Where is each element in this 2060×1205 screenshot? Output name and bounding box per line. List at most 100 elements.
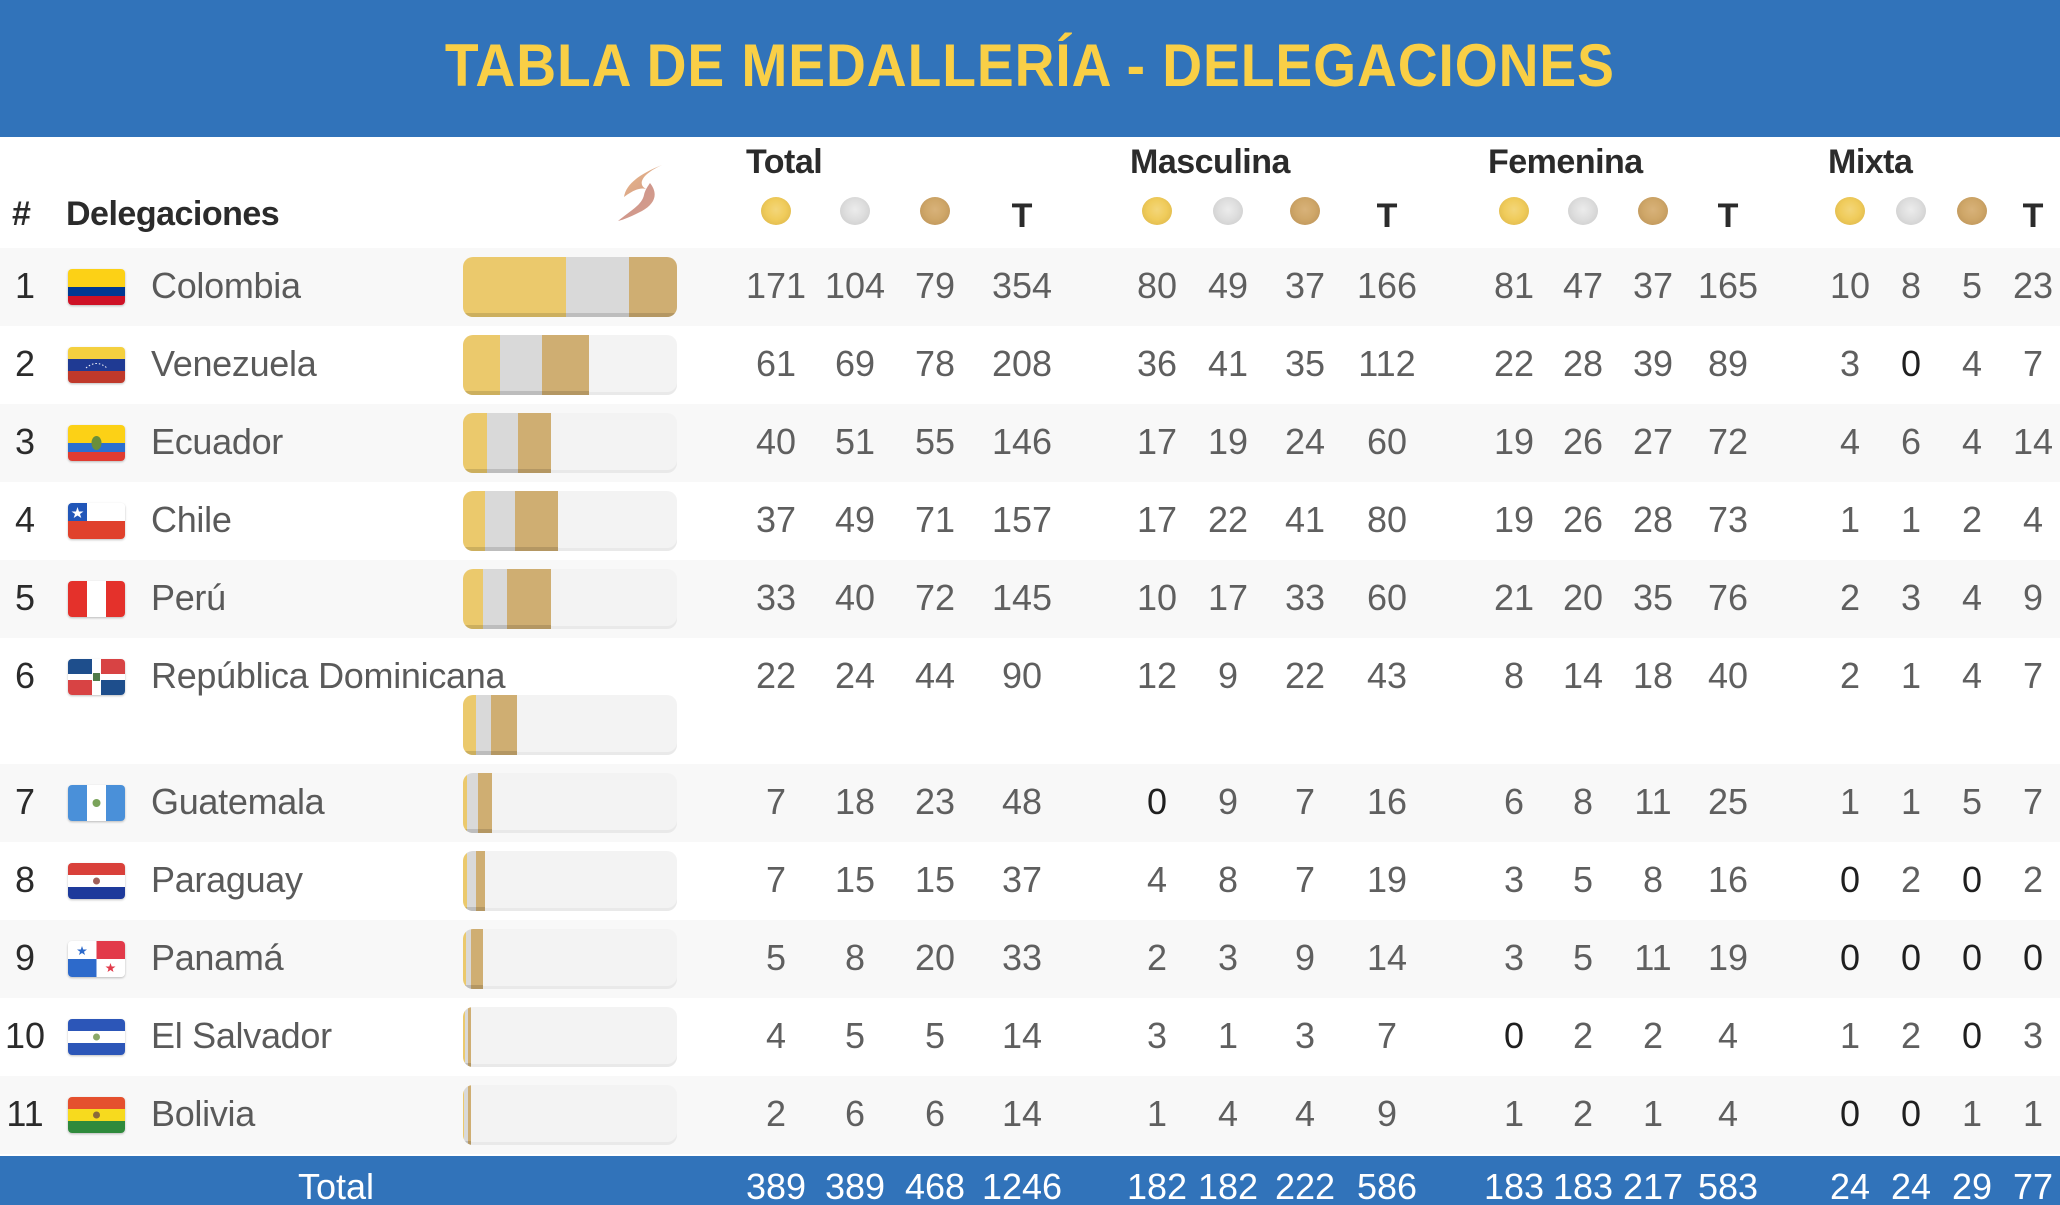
total-silver-cell: 51 — [834, 421, 876, 462]
masculina-silver-cell: 3 — [1217, 937, 1239, 978]
femenina-gold-cell: 6 — [1503, 781, 1525, 822]
gold-medal-icon — [1142, 197, 1172, 225]
table-row[interactable]: 3 Ecuador 40 51 55 146 17 19 24 60 19 26 27 72 4 6 4 14 — [0, 404, 2060, 482]
table-row[interactable]: 11 Bolivia 2 6 6 14 1 4 4 9 1 2 1 4 0 0 1 1 — [0, 1076, 2060, 1154]
total-column-header: T — [1717, 197, 1739, 235]
bronze-bar-segment — [478, 773, 492, 833]
femenina-silver-cell: 14 — [1562, 655, 1604, 696]
masculina-silver-cell: 9 — [1217, 655, 1239, 696]
table-row[interactable]: 7 Guatemala 7 18 23 48 0 9 7 16 6 8 11 25 1 1 5 7 — [0, 764, 2060, 842]
masculina-total-cell: 60 — [1366, 421, 1408, 462]
total-bronze-cell: 20 — [914, 937, 956, 978]
table-row[interactable]: 4 Chile 37 49 71 157 17 22 41 80 19 26 28 73 1 1 2 4 — [0, 482, 2060, 560]
femenina-silver-cell: 28 — [1562, 343, 1604, 384]
masculina-bronze-cell: 22 — [1284, 655, 1326, 696]
country-name[interactable]: Ecuador — [151, 421, 283, 462]
total-total-cell: 157 — [991, 499, 1053, 540]
masculina-total-cell: 16 — [1366, 781, 1408, 822]
mixta-total-cell: 9 — [2022, 577, 2044, 618]
masculina-silver-cell: 1 — [1217, 1015, 1239, 1056]
total-bronze-cell: 44 — [914, 655, 956, 696]
group-header-femenina: Femenina — [1488, 143, 1643, 181]
mixta-gold-cell: 4 — [1839, 421, 1861, 462]
total-gold-cell: 7 — [765, 781, 787, 822]
femenina-total-cell: 4 — [1717, 1093, 1739, 1134]
gold-bar-segment — [463, 335, 500, 395]
medal-distribution-bar — [463, 695, 677, 755]
table-row[interactable]: 5 Perú 33 40 72 145 10 17 33 60 21 20 35 76 2 3 4 9 — [0, 560, 2060, 638]
table-row[interactable]: 8 Paraguay 7 15 15 37 4 8 7 19 3 5 8 16 0 2 0 2 — [0, 842, 2060, 920]
rank-cell: 2 — [14, 343, 36, 384]
femenina-total-cell: 40 — [1707, 655, 1749, 696]
masculina-bronze-cell: 33 — [1284, 577, 1326, 618]
silver-bar-segment — [482, 569, 508, 629]
country-name[interactable]: Panamá — [151, 937, 284, 978]
footer-mixta-total: 77 — [2012, 1166, 2054, 1205]
silver-bar-segment — [476, 695, 491, 755]
total-bronze-cell: 78 — [914, 343, 956, 384]
masculina-bronze-cell: 41 — [1284, 499, 1326, 540]
country-name[interactable]: República Dominicana — [151, 655, 506, 696]
mixta-silver-cell: 1 — [1900, 781, 1922, 822]
mixta-gold-cell: 10 — [1829, 265, 1871, 306]
mixta-silver-cell: 0 — [1900, 1093, 1922, 1134]
footer-mixta-silver: 24 — [1890, 1166, 1932, 1205]
mixta-gold-cell: 1 — [1839, 499, 1861, 540]
femenina-silver-cell: 20 — [1562, 577, 1604, 618]
masculina-total-cell: 60 — [1366, 577, 1408, 618]
table-row[interactable]: 1 Colombia 171 104 79 354 80 49 37 166 81 47 37 165 10… — [0, 248, 2060, 326]
country-name[interactable]: Bolivia — [151, 1093, 255, 1134]
bolivia-flag-icon — [68, 1097, 125, 1133]
gold-medal-icon — [1499, 197, 1529, 225]
masculina-gold-cell: 3 — [1146, 1015, 1168, 1056]
femenina-bronze-cell: 8 — [1642, 859, 1664, 900]
footer-femenina-total: 583 — [1697, 1166, 1759, 1205]
mixta-total-cell: 7 — [2022, 781, 2044, 822]
rank-cell: 11 — [6, 1093, 44, 1134]
bronze-bar-segment — [507, 569, 551, 629]
silver-bar-segment — [467, 773, 479, 833]
masculina-total-cell: 80 — [1366, 499, 1408, 540]
mixta-bronze-cell: 2 — [1961, 499, 1983, 540]
paraguay-flag-icon — [68, 863, 125, 899]
page-title: TABLA DE MEDALLERÍA - DELEGACIONES — [444, 32, 1616, 99]
country-name[interactable]: Guatemala — [151, 781, 325, 822]
country-name[interactable]: Colombia — [151, 265, 301, 306]
country-name[interactable]: Paraguay — [151, 859, 303, 900]
femenina-total-cell: 165 — [1697, 265, 1759, 306]
mixta-bronze-cell: 1 — [1961, 1093, 1983, 1134]
footer-total-total: 1246 — [981, 1166, 1063, 1205]
mixta-silver-cell: 6 — [1900, 421, 1922, 462]
table-row[interactable]: 2 Venezuela 61 69 78 208 36 41 35 112 22 28 39 89 3 0 4 7 — [0, 326, 2060, 404]
total-gold-cell: 2 — [765, 1093, 787, 1134]
total-silver-cell: 24 — [834, 655, 876, 696]
bronze-bar-segment — [490, 695, 518, 755]
total-bronze-cell: 79 — [914, 265, 956, 306]
footer-mixta-bronze: 29 — [1951, 1166, 1993, 1205]
total-gold-cell: 40 — [755, 421, 797, 462]
total-bronze-cell: 15 — [914, 859, 956, 900]
footer-total-gold: 389 — [745, 1166, 807, 1205]
masculina-bronze-cell: 35 — [1284, 343, 1326, 384]
total-silver-cell: 49 — [834, 499, 876, 540]
mixta-silver-cell: 0 — [1900, 937, 1922, 978]
table-row[interactable]: 10 El Salvador 4 5 5 14 3 1 3 7 0 2 2 4 1 2 0 3 — [0, 998, 2060, 1076]
femenina-total-cell: 19 — [1707, 937, 1749, 978]
country-name[interactable]: Venezuela — [151, 343, 317, 384]
medal-table-body: 1 Colombia 171 104 79 354 80 49 37 166 81 47 37 165 10… — [0, 248, 2060, 1154]
country-name[interactable]: Perú — [151, 577, 226, 618]
silver-bar-segment — [464, 1085, 468, 1145]
silver-bar-segment — [465, 1007, 469, 1067]
masculina-silver-cell: 17 — [1207, 577, 1249, 618]
mixta-total-cell: 7 — [2022, 343, 2044, 384]
femenina-gold-cell: 22 — [1493, 343, 1535, 384]
country-name[interactable]: El Salvador — [151, 1015, 332, 1056]
country-name[interactable]: Chile — [151, 499, 232, 540]
rank-cell: 3 — [14, 421, 36, 462]
total-total-cell: 14 — [1001, 1015, 1043, 1056]
masculina-gold-cell: 12 — [1136, 655, 1178, 696]
table-row[interactable]: 9 Panamá 5 8 20 33 2 3 9 14 3 5 11 19 0 0 0 0 — [0, 920, 2060, 998]
table-row[interactable]: 6 República Dominicana 22 24 44 90 12 9 22 43 8 14 1… — [0, 638, 2060, 764]
mixta-bronze-cell: 4 — [1961, 343, 1983, 384]
total-total-cell: 14 — [1001, 1093, 1043, 1134]
